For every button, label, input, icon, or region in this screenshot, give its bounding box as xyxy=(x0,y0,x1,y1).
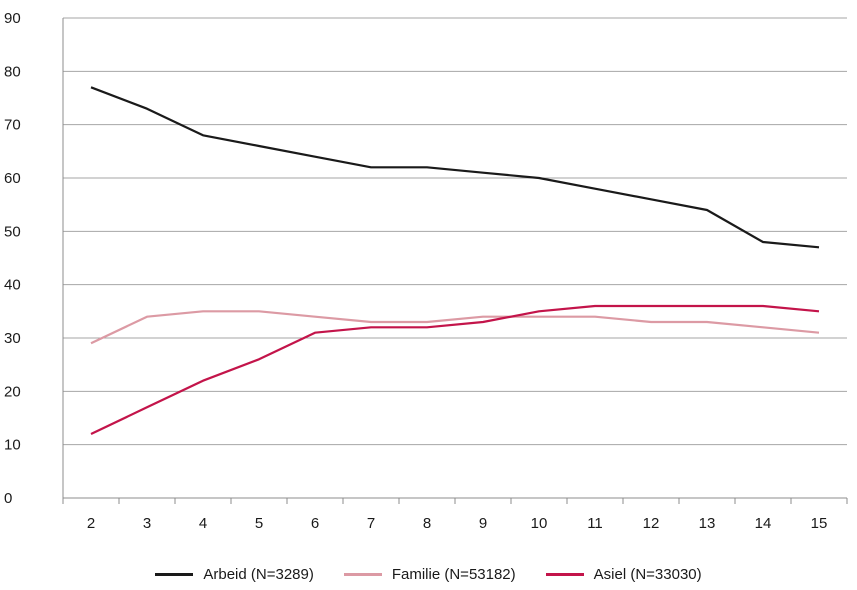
line-chart: 0 10 20 30 40 50 60 70 80 90 2 3 4 5 6 7 8 9 10 11 12 13 14 15 xyxy=(4,10,848,532)
series-lines xyxy=(90,86,820,435)
legend: Arbeid (N=3289) Familie (N=53182) Asiel (N… xyxy=(0,562,857,586)
series-line-1 xyxy=(90,310,820,345)
y-tick-label: 40 xyxy=(4,277,21,294)
legend-label: Arbeid (N=3289) xyxy=(203,565,314,583)
legend-swatch xyxy=(343,572,382,576)
y-tick-label: 70 xyxy=(4,117,21,134)
y-tick-label: 60 xyxy=(4,170,21,187)
x-tick-label: 2 xyxy=(87,515,95,532)
legend-swatch xyxy=(545,572,584,576)
axes xyxy=(62,18,848,504)
series-line-2 xyxy=(90,304,820,435)
y-tick-label: 90 xyxy=(4,10,21,27)
y-tick-labels: 0 10 20 30 40 50 60 70 80 90 xyxy=(4,10,21,507)
legend-label: Asiel (N=33030) xyxy=(593,565,702,583)
x-tick-label: 10 xyxy=(531,515,548,532)
legend-swatch xyxy=(155,572,194,576)
x-tick-label: 8 xyxy=(423,515,431,532)
x-tick-label: 14 xyxy=(755,515,772,532)
x-tick-label: 11 xyxy=(587,515,603,532)
x-tick-labels: 2 3 4 5 6 7 8 9 10 11 12 13 14 15 xyxy=(87,515,828,532)
y-tick-label: 10 xyxy=(4,437,21,454)
legend-item: Arbeid (N=3289) xyxy=(155,565,314,583)
x-tick-label: 5 xyxy=(255,515,263,532)
y-tick-label: 30 xyxy=(4,330,21,347)
x-tick-label: 13 xyxy=(699,515,716,532)
x-tick-label: 4 xyxy=(199,515,207,532)
x-tick-label: 9 xyxy=(479,515,487,532)
x-tick-label: 12 xyxy=(643,515,660,532)
series-line-0 xyxy=(90,86,820,249)
y-tick-label: 0 xyxy=(4,490,12,507)
y-tick-label: 50 xyxy=(4,223,21,240)
x-tick-label: 15 xyxy=(811,515,828,532)
gridlines xyxy=(63,17,847,446)
legend-item: Asiel (N=33030) xyxy=(545,565,702,583)
legend-item: Familie (N=53182) xyxy=(343,565,516,583)
y-tick-label: 20 xyxy=(4,383,21,400)
legend-label: Familie (N=53182) xyxy=(391,565,516,583)
x-tick-label: 7 xyxy=(367,515,375,532)
x-tick-label: 3 xyxy=(143,515,151,532)
y-tick-label: 80 xyxy=(4,63,21,80)
x-tick-label: 6 xyxy=(311,515,319,532)
